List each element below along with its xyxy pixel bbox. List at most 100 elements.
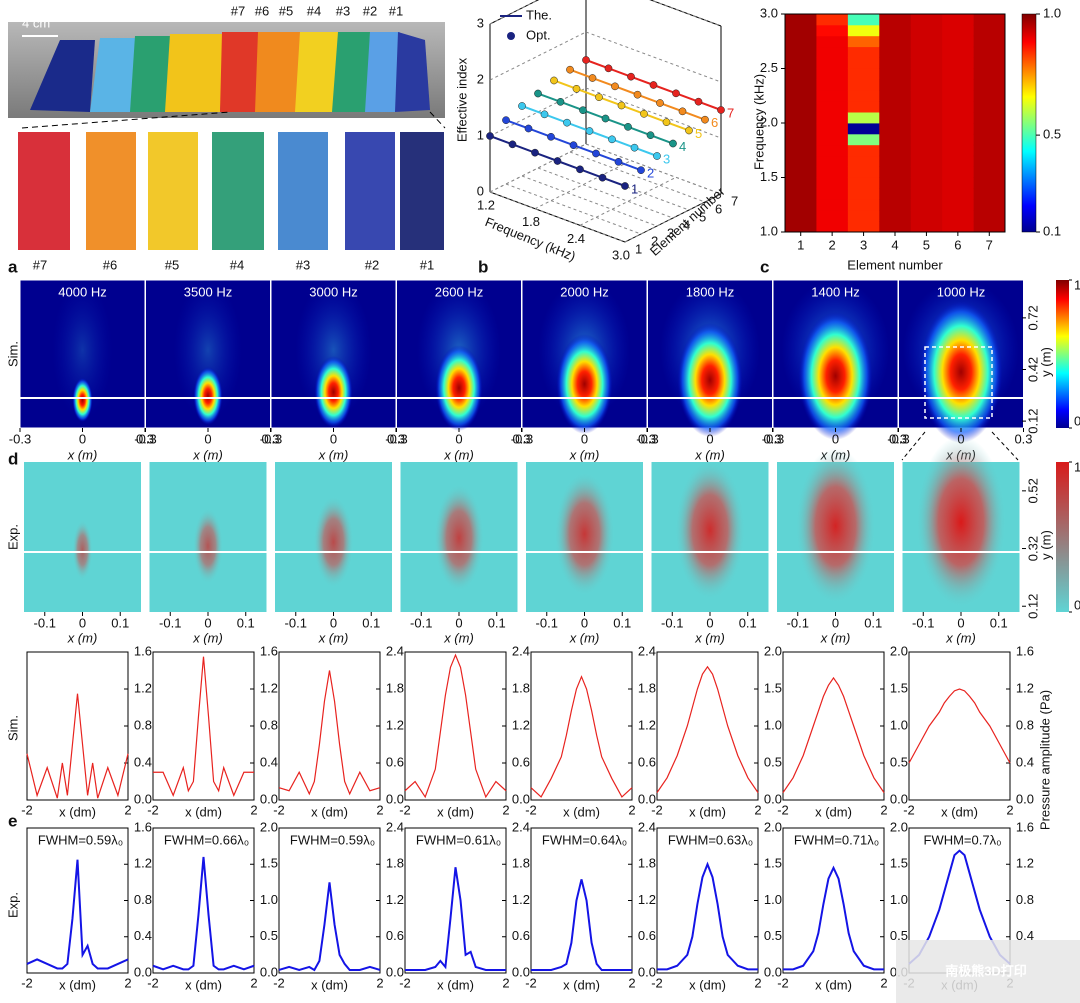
- tile: [400, 132, 444, 250]
- opt-point: [672, 89, 680, 98]
- x-axis-label: x (m): [318, 447, 349, 462]
- y-tick-label: 0.0: [1016, 791, 1034, 806]
- heat-cell: [816, 155, 849, 167]
- fwhm-label: FWHM=0.7λ₀: [924, 832, 1002, 847]
- heat-cell: [973, 24, 1006, 37]
- heat-cell: [879, 210, 912, 222]
- series-label: 5: [695, 126, 702, 141]
- heat-cell: [847, 144, 880, 157]
- heat-cell: [847, 112, 880, 124]
- heat-cell: [942, 79, 974, 91]
- panel-letter: e: [8, 811, 17, 830]
- colorbar-label: 0.1: [1043, 223, 1061, 238]
- opt-point: [662, 118, 671, 126]
- heat-cell: [910, 112, 943, 124]
- x-tick-label: 0: [79, 431, 86, 446]
- zoom-line: [21, 111, 231, 129]
- heat-cell: [910, 123, 943, 135]
- x-tick-label: 2: [376, 802, 383, 817]
- heat-cell: [785, 155, 817, 167]
- opt-point: [685, 126, 693, 135]
- heat-cell: [879, 221, 912, 233]
- x-tick-label: 0.3: [1014, 431, 1032, 446]
- opt-point: [582, 56, 590, 64]
- heat-cell: [847, 35, 880, 48]
- heat-cell: [785, 177, 817, 189]
- y-tick-label: 0.6: [386, 928, 404, 943]
- opt-point: [617, 101, 626, 110]
- y-tick-label: 1.5: [764, 856, 782, 871]
- y-axis-label: y (m): [1038, 530, 1053, 560]
- y-tick-label: 0.6: [386, 754, 404, 769]
- opt-point: [601, 114, 610, 123]
- photo-label: #6: [255, 3, 269, 18]
- x-axis-label: x (dm): [815, 977, 852, 992]
- heat-cell: [785, 57, 817, 69]
- photo-label: #5: [165, 257, 179, 272]
- x-tick-label: 3: [860, 237, 867, 252]
- x-tick-label: 1.8: [522, 214, 540, 229]
- y-tick-label: 2.0: [890, 819, 908, 834]
- block: [295, 32, 340, 112]
- y-tick-label: 1: [635, 241, 642, 256]
- plot-frame: [278, 827, 381, 974]
- series-label: 6: [711, 115, 718, 130]
- heat-cell: [910, 155, 943, 167]
- plot-frame: [530, 827, 633, 974]
- y-axis-label: y (m): [1038, 347, 1053, 377]
- x-tick-label: 0.3: [261, 431, 279, 446]
- opt-point: [518, 102, 526, 110]
- x-axis-label: x (dm): [815, 804, 852, 819]
- x-tick-label: 0: [581, 615, 588, 630]
- opt-point: [547, 132, 555, 141]
- scale-label: 4 cm: [22, 15, 50, 30]
- y-axis-label: Pressure amplitude (Pa): [1037, 690, 1052, 830]
- heat-cell: [785, 90, 817, 102]
- z-tick-label: 1: [477, 127, 484, 142]
- heat-cell: [816, 221, 849, 233]
- y-tick-label: 0.72: [1025, 305, 1040, 330]
- heat-cell: [816, 14, 849, 26]
- colorbar-label: 1: [1074, 277, 1080, 292]
- x-tick-label: 2: [1006, 802, 1013, 817]
- heat-cell: [910, 199, 943, 211]
- x-tick-label: 0: [455, 431, 462, 446]
- plot-frame: [404, 827, 507, 974]
- heat-cell: [942, 177, 974, 189]
- x-axis-label: x (m): [694, 447, 725, 462]
- photo-label: #5: [279, 3, 293, 18]
- y-tick-label: 2.4: [512, 643, 530, 658]
- opt-point: [508, 140, 517, 149]
- heat-cell: [816, 188, 849, 200]
- y-tick-label: 2.4: [386, 819, 404, 834]
- x-axis-label: x (dm): [59, 804, 96, 819]
- x-axis-label: x (dm): [437, 977, 474, 992]
- x-axis-label: x (dm): [563, 804, 600, 819]
- y-tick-label: 0.4: [134, 754, 152, 769]
- opt-point: [608, 135, 616, 144]
- heat-cell: [816, 177, 849, 189]
- profile-line: [657, 861, 758, 971]
- y-tick-label: 1.8: [638, 856, 656, 871]
- heat-cell: [973, 46, 1006, 58]
- heat-cell: [910, 144, 943, 157]
- x-tick-label: 2: [250, 975, 257, 990]
- y-tick-label: 4: [683, 217, 690, 232]
- y-tick-label: 2.0: [260, 819, 278, 834]
- x-tick-label: -0.1: [285, 615, 307, 630]
- x-axis-label: x (m): [569, 447, 600, 462]
- x-tick-label: -2: [651, 975, 663, 990]
- y-tick-label: 0.12: [1025, 408, 1040, 433]
- fwhm-label: FWHM=0.64λ₀: [542, 832, 627, 847]
- field-blob: [72, 520, 93, 580]
- x-tick-label: 0: [455, 615, 462, 630]
- heat-cell: [942, 35, 974, 48]
- y-tick-label: 2.4: [638, 819, 656, 834]
- y-tick-label: 1.8: [638, 680, 656, 695]
- panel-letter: d: [8, 449, 18, 468]
- x-tick-label: -2: [21, 802, 33, 817]
- colorbar-label: 0: [1074, 413, 1080, 428]
- x-tick-label: 0.3: [763, 431, 781, 446]
- row-label: Exp.: [5, 892, 20, 918]
- x-axis-label: x (dm): [185, 977, 222, 992]
